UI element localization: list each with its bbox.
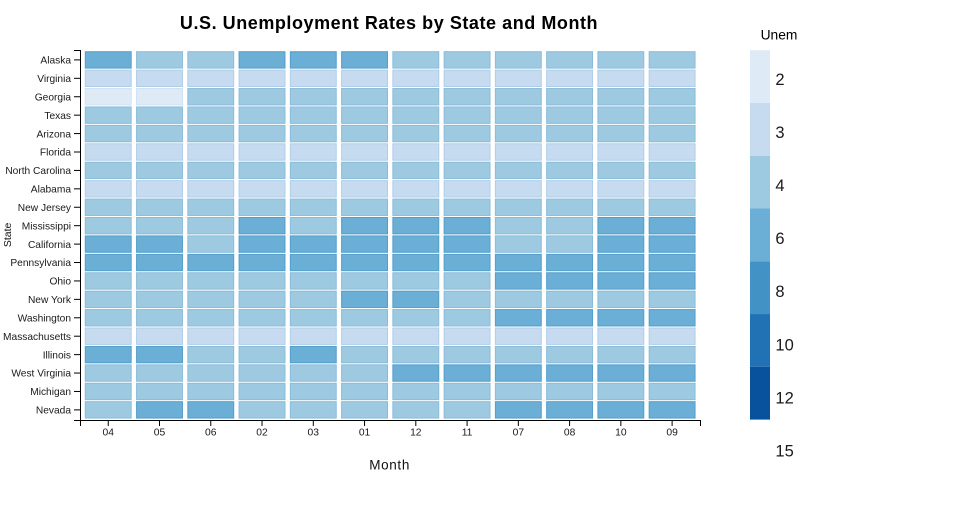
- svg-text:Georgia: Georgia: [35, 92, 72, 103]
- svg-text:12: 12: [410, 428, 422, 439]
- svg-text:West Virginia: West Virginia: [11, 369, 71, 380]
- svg-text:06: 06: [205, 428, 217, 439]
- svg-text:12: 12: [775, 389, 793, 407]
- svg-text:Nevada: Nevada: [36, 406, 71, 417]
- svg-text:Ohio: Ohio: [49, 277, 71, 288]
- svg-text:U.S. Unemployment Rates by Sta: U.S. Unemployment Rates by State and Mon…: [180, 13, 598, 33]
- svg-text:Michigan: Michigan: [30, 387, 71, 398]
- svg-text:Mississippi: Mississippi: [22, 221, 71, 232]
- svg-text:New Jersey: New Jersey: [18, 203, 72, 214]
- svg-text:Unem: Unem: [761, 28, 798, 43]
- svg-text:Florida: Florida: [40, 148, 71, 159]
- svg-text:New York: New York: [28, 295, 72, 306]
- svg-text:Texas: Texas: [44, 111, 71, 122]
- svg-text:2: 2: [775, 71, 784, 89]
- svg-text:Alaska: Alaska: [40, 56, 71, 67]
- svg-text:Pennsylvania: Pennsylvania: [10, 258, 71, 269]
- svg-text:State: State: [2, 222, 14, 247]
- svg-text:05: 05: [154, 428, 166, 439]
- svg-text:02: 02: [256, 428, 268, 439]
- svg-text:03: 03: [308, 428, 320, 439]
- svg-text:11: 11: [462, 428, 473, 439]
- svg-text:01: 01: [359, 428, 371, 439]
- svg-text:Massachusetts: Massachusetts: [3, 332, 71, 343]
- svg-text:6: 6: [775, 230, 784, 248]
- svg-text:Virginia: Virginia: [37, 74, 71, 85]
- svg-text:3: 3: [775, 124, 784, 142]
- svg-text:North Carolina: North Carolina: [5, 166, 71, 177]
- svg-text:Washington: Washington: [18, 313, 71, 324]
- svg-text:Illinois: Illinois: [43, 350, 71, 361]
- svg-text:4: 4: [775, 177, 784, 195]
- svg-text:04: 04: [103, 428, 115, 439]
- svg-text:09: 09: [666, 428, 678, 439]
- svg-text:15: 15: [775, 442, 793, 460]
- svg-text:08: 08: [564, 428, 576, 439]
- svg-text:California: California: [28, 240, 71, 251]
- svg-text:Month: Month: [369, 457, 410, 472]
- svg-text:Arizona: Arizona: [36, 129, 71, 140]
- svg-text:07: 07: [513, 428, 525, 439]
- svg-text:10: 10: [615, 428, 627, 439]
- svg-text:8: 8: [775, 283, 784, 301]
- svg-text:Alabama: Alabama: [31, 185, 72, 196]
- svg-text:10: 10: [775, 336, 793, 354]
